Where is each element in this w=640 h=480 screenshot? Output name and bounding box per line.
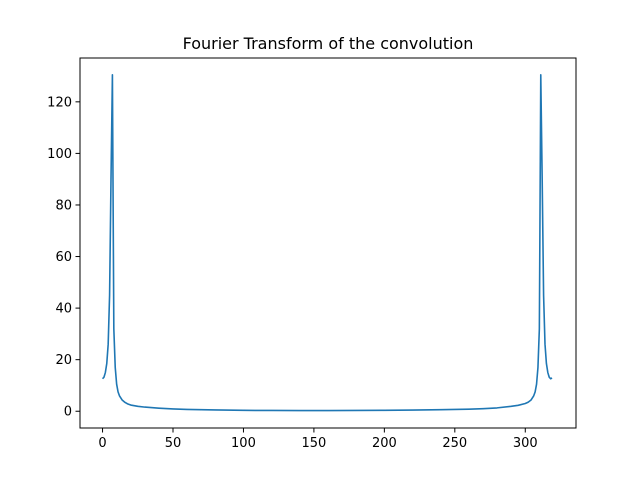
y-tick-label-6: 120	[47, 95, 72, 110]
x-tick-label-1: 50	[165, 436, 182, 451]
x-tick-label-6: 300	[513, 436, 538, 451]
y-tick-label-4: 80	[55, 198, 72, 213]
y-tick-label-5: 100	[47, 147, 72, 162]
chart-title: Fourier Transform of the convolution	[183, 34, 474, 53]
y-tick-label-0: 0	[64, 405, 72, 420]
y-axis: 0 20 40 60 80 100 120	[47, 95, 80, 420]
plot-area	[101, 73, 553, 412]
x-tick-label-2: 100	[231, 436, 256, 451]
axes-frame	[79, 57, 577, 429]
x-tick-label-4: 200	[372, 436, 397, 451]
y-tick-label-1: 20	[55, 353, 72, 368]
x-axis: 0 50 100 150 200 250 300	[98, 428, 538, 451]
x-tick-label-0: 0	[98, 436, 106, 451]
x-tick-label-5: 250	[442, 436, 467, 451]
y-tick-label-2: 40	[55, 302, 72, 317]
y-tick-label-3: 60	[55, 250, 72, 265]
series-line-0	[101, 73, 553, 412]
x-tick-label-3: 150	[301, 436, 326, 451]
